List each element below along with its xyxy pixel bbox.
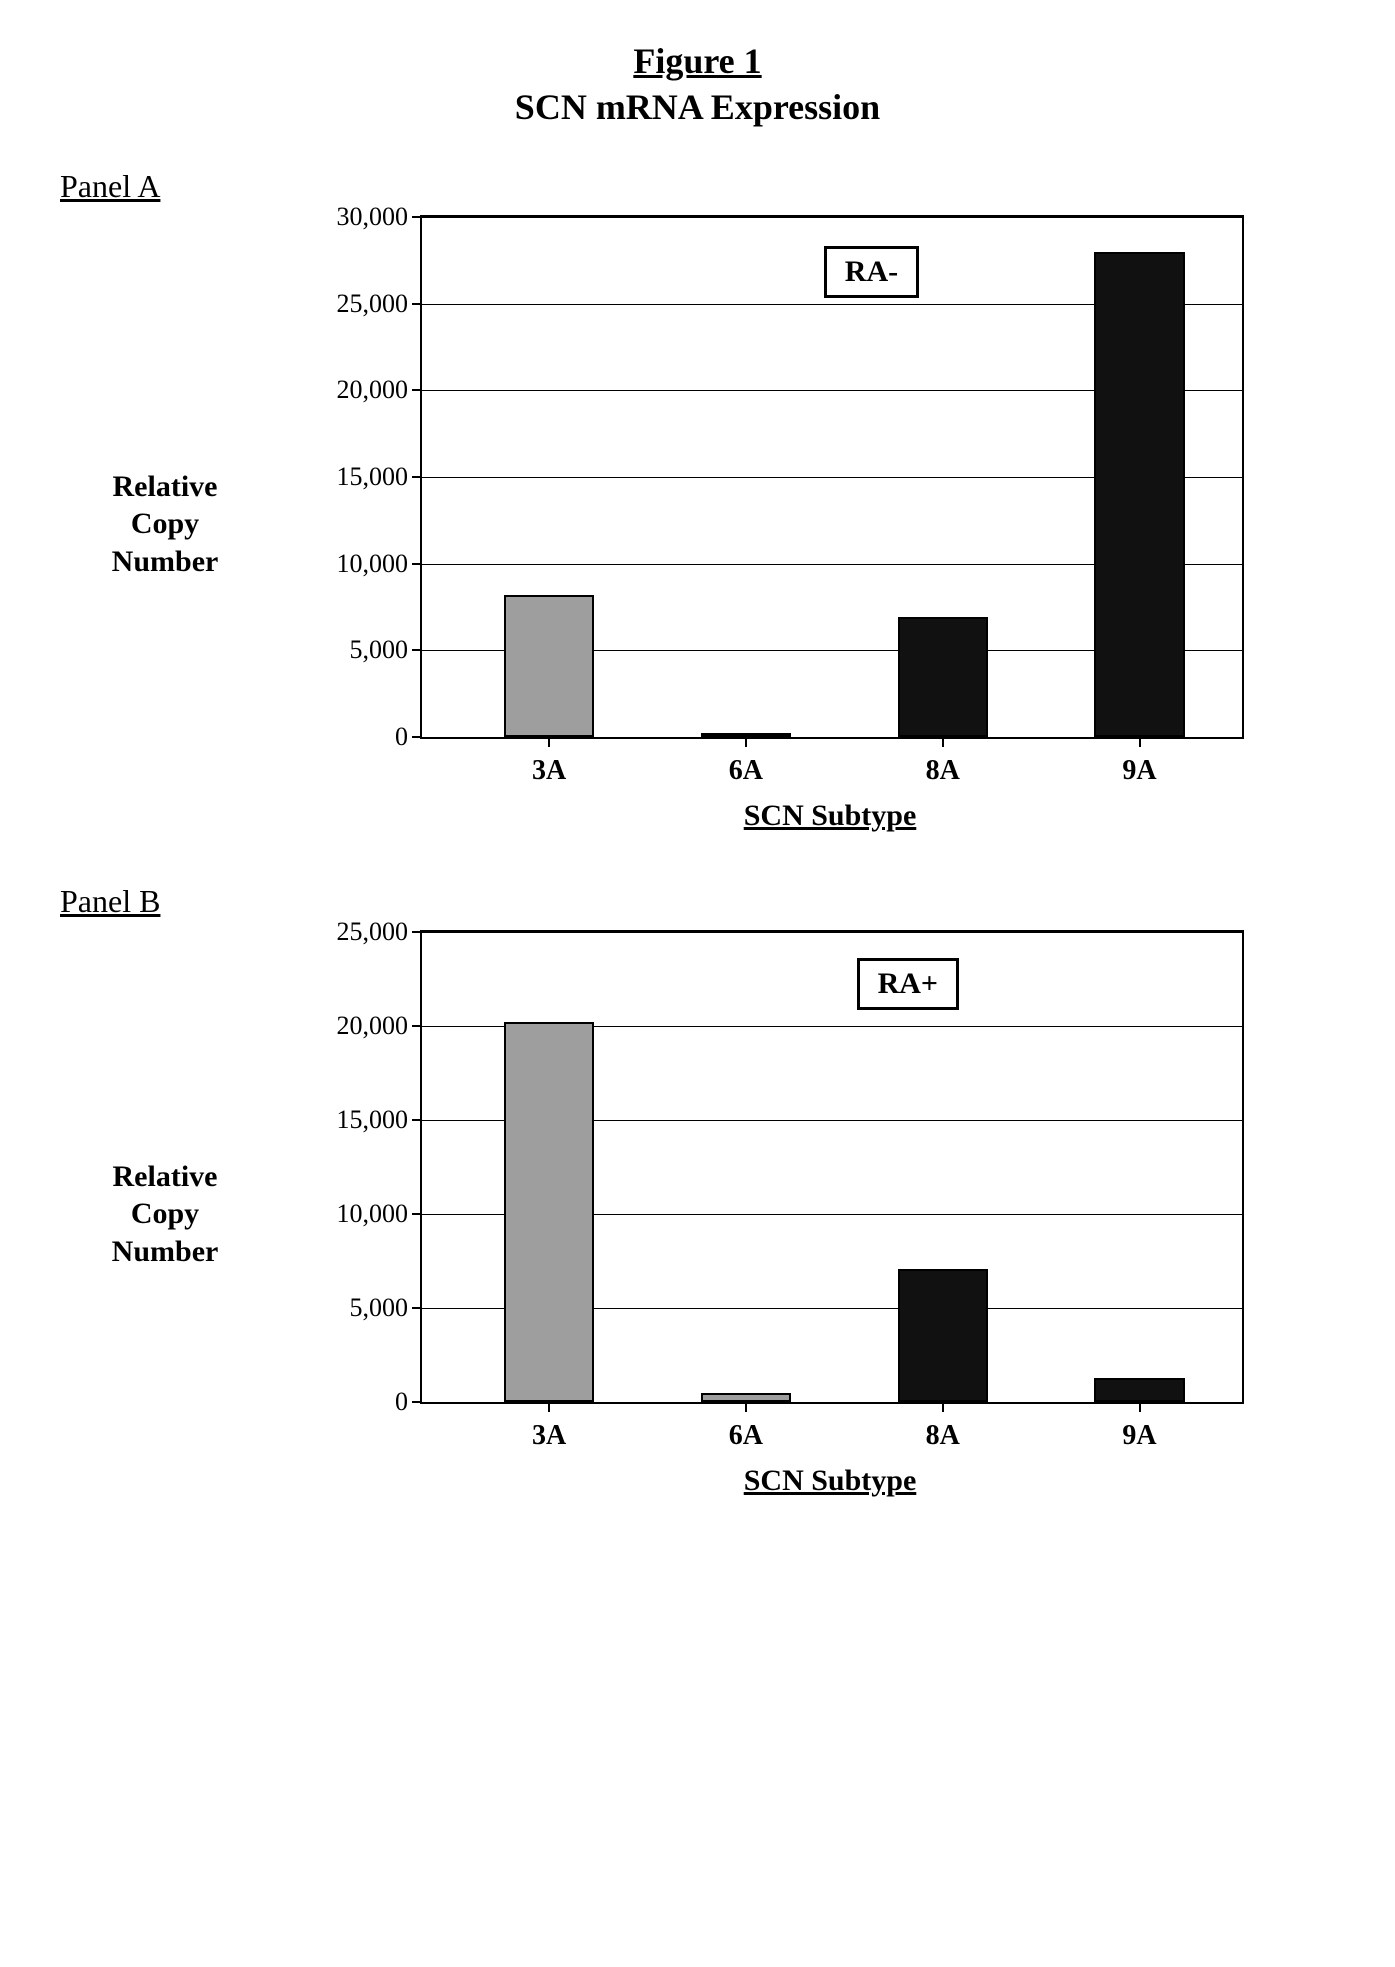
x-tick-label: 8A (926, 1402, 960, 1452)
y-tick-label: 10,000 (337, 549, 423, 579)
panel-b-y-axis-label: RelativeCopyNumber (40, 1158, 290, 1271)
panel-a-chart-row: RelativeCopyNumber 05,00010,00015,00020,… (40, 215, 1355, 833)
chart-legend: RA+ (857, 958, 959, 1010)
figure-container: Figure 1 SCN mRNA Expression Panel A Rel… (40, 40, 1355, 1498)
gridline (422, 217, 1242, 218)
y-tick-label: 5,000 (350, 1293, 423, 1323)
bar (1094, 1378, 1184, 1402)
gridline (422, 932, 1242, 933)
y-tick-label: 30,000 (337, 202, 423, 232)
y-tick-label: 15,000 (337, 1105, 423, 1135)
panel-a-label: Panel A (60, 168, 1355, 205)
y-tick-label: 10,000 (337, 1199, 423, 1229)
x-axis-label: SCN Subtype (420, 1464, 1240, 1498)
panel-a: Panel A RelativeCopyNumber 05,00010,0001… (40, 168, 1355, 833)
panel-b-chart-row: RelativeCopyNumber 05,00010,00015,00020,… (40, 930, 1355, 1498)
panel-b-chart-area: 05,00010,00015,00020,00025,0003A6A8A9ARA… (310, 930, 1244, 1498)
panel-a-chart-area: 05,00010,00015,00020,00025,00030,0003A6A… (310, 215, 1244, 833)
y-tick-label: 25,000 (337, 917, 423, 947)
figure-title: Figure 1 (40, 40, 1355, 82)
y-tick-label: 20,000 (337, 375, 423, 405)
x-tick-label: 6A (729, 1402, 763, 1452)
x-tick-label: 3A (532, 737, 566, 787)
x-tick-label: 3A (532, 1402, 566, 1452)
y-tick-label: 20,000 (337, 1011, 423, 1041)
panel-b: Panel B RelativeCopyNumber 05,00010,0001… (40, 883, 1355, 1498)
chart-legend: RA- (824, 246, 919, 298)
bar (898, 617, 988, 737)
x-tick-label: 9A (1122, 737, 1156, 787)
bar (1094, 252, 1184, 737)
y-tick-label: 0 (395, 722, 422, 752)
bar (504, 1022, 594, 1402)
x-axis-label: SCN Subtype (420, 799, 1240, 833)
panel-b-label: Panel B (60, 883, 1355, 920)
y-tick-label: 25,000 (337, 289, 423, 319)
figure-subtitle: SCN mRNA Expression (40, 86, 1355, 128)
y-tick-label: 5,000 (350, 635, 423, 665)
y-tick-label: 0 (395, 1387, 422, 1417)
x-tick-label: 9A (1122, 1402, 1156, 1452)
plot-area: 05,00010,00015,00020,00025,0003A6A8A9ARA… (420, 930, 1244, 1404)
y-tick-label: 15,000 (337, 462, 423, 492)
x-tick-label: 8A (926, 737, 960, 787)
bar (898, 1269, 988, 1402)
bar (701, 1393, 791, 1402)
panel-a-y-axis-label: RelativeCopyNumber (40, 468, 290, 581)
plot-area: 05,00010,00015,00020,00025,00030,0003A6A… (420, 215, 1244, 739)
x-tick-label: 6A (729, 737, 763, 787)
bar (504, 595, 594, 737)
